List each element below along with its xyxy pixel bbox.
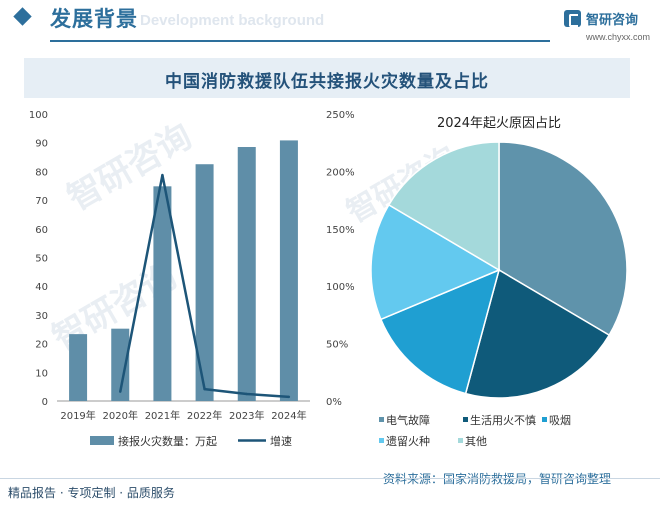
y-tick-label-left: 50 [35, 254, 48, 265]
y-tick-label-left: 40 [35, 282, 48, 293]
pie-legend-swatch [463, 417, 468, 422]
source-note: 资料来源：国家消防救援局，智研咨询整理 [383, 472, 612, 486]
bar [153, 186, 172, 401]
y-tick-label-left: 0 [42, 397, 48, 408]
pie-slice [379, 268, 501, 395]
pie-legend-label: 吸烟 [549, 413, 571, 427]
x-tick-label: 2019年 [60, 409, 95, 422]
x-tick-label: 2023年 [229, 409, 264, 422]
bar-line-chart: 0 10 20 30 40 50 60 70 80 90 100 0% 50% 100% 150% 200% 2… [29, 110, 355, 448]
x-tick-label: 2022年 [187, 409, 222, 422]
pie-legend-swatch [379, 438, 384, 443]
pie-legend-label: 电气故障 [386, 413, 430, 427]
y-tick-label-left: 70 [35, 196, 48, 207]
pie-slice [464, 268, 611, 399]
y-tick-label-right: 150% [326, 225, 355, 236]
bar [69, 334, 88, 401]
legend-swatch-bar [90, 436, 114, 445]
y-tick-label-right: 200% [326, 167, 355, 178]
chart-title-bar: 中国消防救援队伍共接报火灾数量及占比 [24, 58, 630, 98]
y-tick-label-left: 90 [35, 139, 48, 150]
bar [111, 328, 130, 401]
footer-slogan: 精品报告 · 专项定制 · 品质服务 [8, 486, 175, 500]
y-tick-label-left: 20 [35, 340, 48, 351]
bar [279, 140, 298, 402]
pie-legend-swatch [458, 438, 463, 443]
y-tick-label-left: 80 [35, 167, 48, 178]
pie-legend-label: 遗留火种 [386, 434, 430, 448]
logo-site: www.chyxx.com [586, 32, 651, 42]
chart-main-title: 中国消防救援队伍共接报火灾数量及占比 [165, 72, 489, 92]
y-tick-label-left: 30 [35, 311, 48, 322]
growth-point [119, 390, 122, 393]
page-title-ghost: Development background [140, 12, 325, 29]
pie-title: 2024年起火原因占比 [437, 116, 561, 131]
page-title: 发展背景 [50, 7, 138, 31]
pie-legend-swatch [379, 417, 384, 422]
pie-legend-label: 其他 [465, 435, 487, 448]
y-tick-label-right: 100% [326, 282, 355, 293]
growth-point [203, 387, 206, 391]
pie-slice [387, 141, 500, 272]
y-tick-label-right: 0% [326, 397, 342, 408]
growth-point [287, 395, 291, 399]
bar [237, 147, 256, 401]
x-tick-label: 2020年 [103, 409, 138, 422]
logo-icon [564, 10, 581, 27]
footer-divider [0, 478, 660, 479]
y-tick-label-left: 60 [35, 225, 48, 236]
pie-legend-swatch [542, 417, 547, 422]
x-tick-label: 2024年 [271, 409, 306, 422]
y-tick-label-left: 100 [29, 110, 48, 121]
y-tick-label-right: 250% [326, 110, 355, 121]
pie-slice [370, 203, 501, 321]
header: 发展背景 Development background 智研咨询 www.chy… [0, 0, 660, 42]
logo-name: 智研咨询 [586, 13, 639, 28]
pie-legend-label: 生活用火不慎 [470, 413, 536, 427]
legend-label-line: 增速 [270, 434, 292, 448]
pie-slice [498, 141, 628, 337]
x-tick-label: 2021年 [145, 409, 180, 422]
legend-label-bar: 接报火灾数量：万起 [118, 434, 217, 448]
growth-point [245, 392, 248, 396]
y-tick-label-left: 10 [35, 368, 48, 379]
y-tick-label-right: 50% [326, 340, 348, 351]
bar [195, 164, 214, 401]
growth-point [161, 173, 164, 177]
header-divider [50, 40, 550, 42]
